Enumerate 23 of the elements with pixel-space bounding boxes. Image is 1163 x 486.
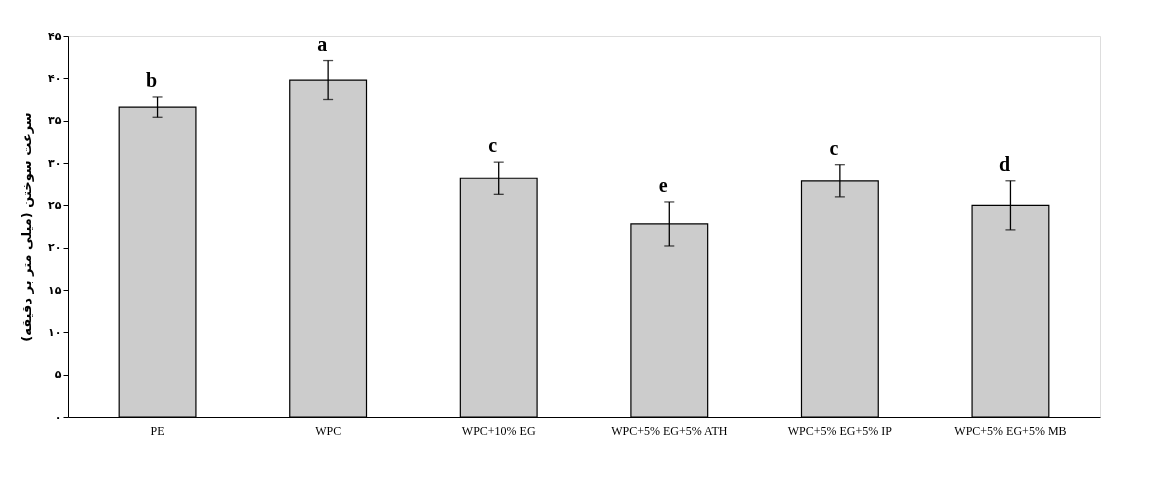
- annotation: d: [998, 152, 1011, 175]
- y-tick-label: ۲۰: [48, 241, 62, 255]
- y-tick-label: ۵: [54, 368, 62, 382]
- y-tick-label: ۲۵: [48, 198, 62, 212]
- annotation: c: [488, 134, 498, 157]
- annotation: c: [829, 136, 839, 159]
- y-tick-label: ۳۰: [48, 156, 62, 170]
- x-tick-label: PE: [150, 423, 165, 438]
- y-tick-label: ۱۰: [48, 325, 62, 339]
- y-tick-label: ۴۵: [48, 29, 62, 43]
- y-tick-label: ۴۰: [48, 71, 62, 85]
- x-tick-label: WPC+5% EG+5% MB: [954, 423, 1067, 438]
- y-tick-label: ۳۵: [48, 114, 62, 128]
- annotation: a: [317, 32, 328, 55]
- annotation: b: [145, 68, 158, 91]
- y-axis-title: سرعت سوختن (میلی متر بر دقیقه): [19, 112, 35, 342]
- x-tick-label: WPC+10% EG: [461, 423, 536, 438]
- x-tick-label: WPC: [315, 423, 342, 438]
- annotation: e: [658, 173, 668, 196]
- x-tick-label: WPC+5% EG+5% ATH: [611, 423, 728, 438]
- x-tick-label: WPC+5% EG+5% IP: [787, 423, 893, 438]
- y-tick-label: ۰: [54, 410, 62, 424]
- y-tick-label: ۱۵: [48, 283, 62, 297]
